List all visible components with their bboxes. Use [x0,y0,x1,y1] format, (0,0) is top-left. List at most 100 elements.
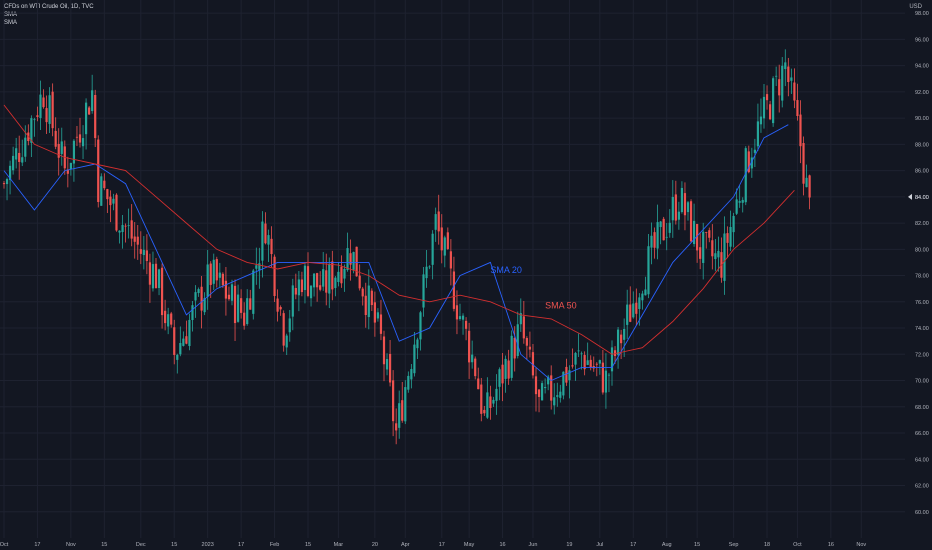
candle-body [437,211,440,232]
candle-body [790,77,793,81]
candle-body [544,387,547,389]
candle-body [373,302,376,323]
candle-body [358,275,361,289]
candle-body [121,224,124,233]
candle-body [151,264,155,289]
candle-body [504,358,507,379]
candle-body [303,265,307,291]
candle-body [66,169,69,174]
y-tick-label: 78.00 [915,274,929,280]
y-tick-label: 82.00 [915,221,929,227]
candle-body [188,319,191,347]
candle-body [723,233,726,281]
candle-body [656,222,659,249]
candle-body [267,235,270,245]
candle-body [616,329,620,355]
legend-sma-2: SMA [4,20,18,26]
candle-body [388,353,392,383]
candle-body [264,223,267,244]
candle-body [334,277,337,289]
candle-body [255,265,258,269]
candle-body [127,225,130,227]
candle-body [18,152,21,162]
candle-body [799,114,802,147]
candle-body [784,62,787,70]
x-tick-label: Nov [66,542,76,548]
candle-body [793,82,796,101]
x-tick-label: 16 [828,542,834,548]
candle-body [179,343,182,355]
sma-20-line [3,124,789,382]
candle-body [84,102,88,135]
y-tick-label: 66.00 [915,431,929,437]
x-tick-label: Apr [401,542,410,548]
candle-body [176,354,179,360]
candle-body [142,249,145,256]
candle-body [717,250,720,258]
candle-body [623,328,626,340]
candle-body [659,221,662,228]
candle-body [708,230,711,238]
candle-body [583,354,586,370]
x-tick-label: May [464,542,475,548]
candle-body [674,194,677,221]
chart-legend: CFDs on WTI Crude Oil, 1D, TVC SMA SMA [4,3,94,27]
candle-body [164,310,167,324]
candle-body [54,130,57,147]
candle-body [702,231,705,263]
candle-body [471,354,474,363]
candle-body [607,374,611,376]
candle-body [595,363,598,365]
candle-body [641,293,644,301]
candle-body [328,264,331,294]
candle-body [233,285,237,324]
candle-body [537,389,541,397]
x-tick-label: 15 [171,542,177,548]
candle-body [680,187,684,213]
candle-body [337,271,340,282]
x-tick-label: Feb [270,542,279,548]
candle-body [139,249,142,254]
candle-body [145,250,148,261]
candle-body [705,232,708,233]
candle-body [513,337,516,359]
x-tick-label: Nov [856,542,866,548]
candle-body [626,304,629,325]
candle-body [610,347,614,372]
candle-body [154,263,158,289]
candle-body [805,177,808,188]
candle-body [379,314,383,334]
candle-body [601,362,604,393]
candle-body [565,366,568,383]
x-tick-label: Mar [334,542,344,548]
candle-body [230,284,234,301]
y-tick-label: 90.00 [915,116,929,122]
y-tick-label: 62.00 [915,484,929,490]
candle-body [407,375,410,390]
candle-body [613,350,617,357]
candle-body [419,312,422,340]
candle-body [306,266,310,296]
candle-body [677,211,680,220]
candle-body [559,391,562,398]
candle-body [115,194,118,231]
candle-body [759,116,763,125]
grid-lines [0,0,905,538]
y-tick-label: 70.00 [915,379,929,385]
candle-body [671,196,674,221]
candle-body [185,336,188,344]
y-tick-label: 60.00 [915,510,929,516]
x-tick-label: 18 [764,542,770,548]
candle-body [714,253,717,260]
candle-body [24,137,27,157]
candle-body [808,175,811,198]
candle-body [729,226,732,247]
candle-body [276,298,279,312]
candle-body [261,221,264,261]
y-tick-label: 92.00 [915,90,929,96]
candle-body [796,100,799,117]
candle-body [367,285,370,318]
candle-body [355,246,358,277]
y-tick-label: 86.00 [915,169,929,175]
